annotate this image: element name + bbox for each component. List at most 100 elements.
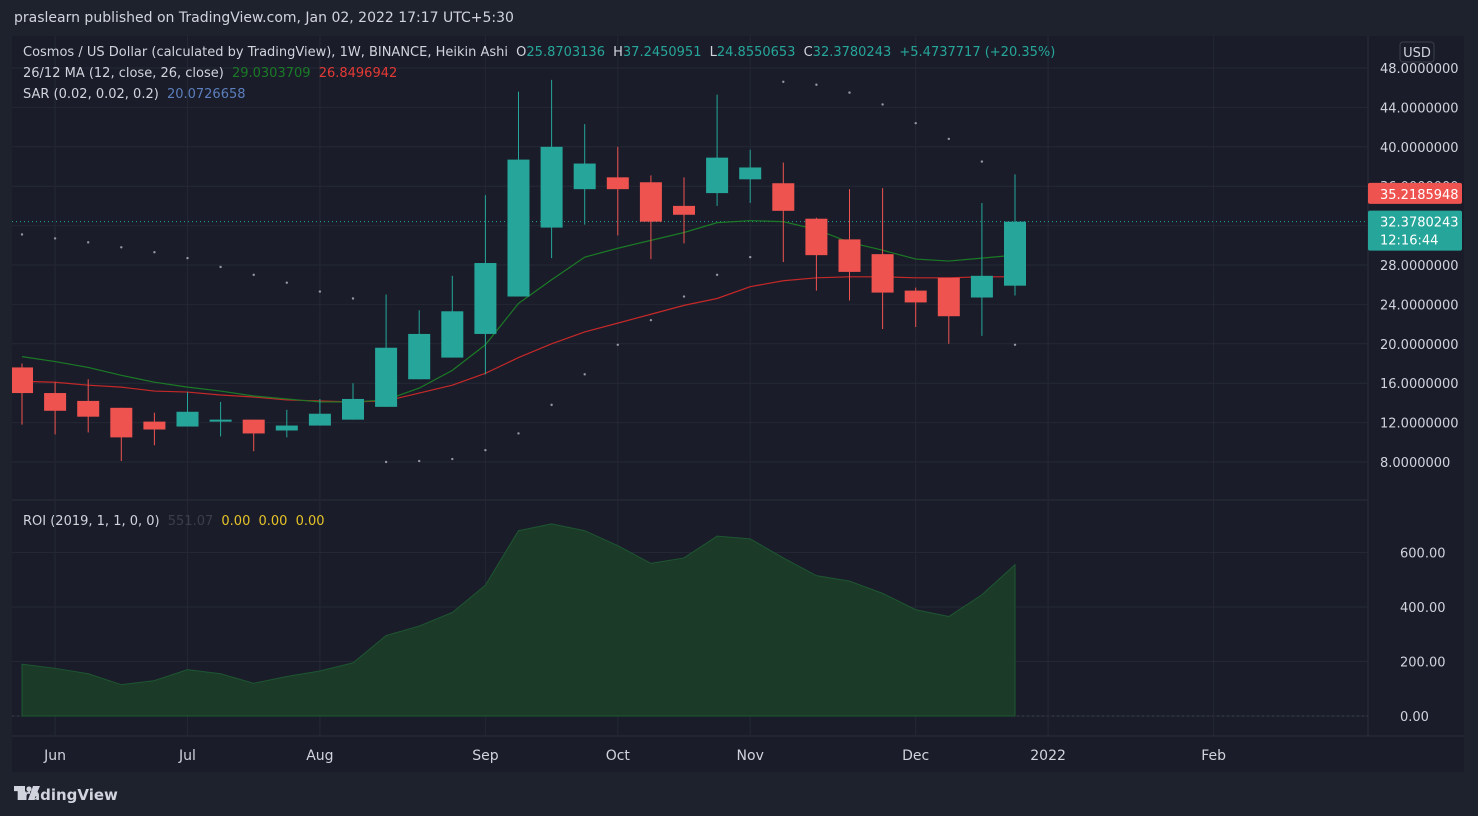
roi-label: ROI (2019, 1, 1, 0, 0) bbox=[23, 514, 160, 529]
sar-dot bbox=[980, 160, 984, 163]
candle-body bbox=[507, 159, 530, 297]
candle-up bbox=[209, 401, 232, 437]
candle-body bbox=[77, 400, 100, 417]
candle-down bbox=[871, 188, 894, 330]
price-badge-upper-text: 35.2185948 bbox=[1380, 188, 1459, 203]
sar-label: SAR (0.02, 0.02, 0.2) bbox=[23, 87, 159, 102]
ma-slow-value: 26.8496942 bbox=[318, 66, 398, 81]
candle-up bbox=[441, 275, 464, 358]
x-tick-label: 2022 bbox=[1030, 748, 1066, 764]
roi-y-tick-label: 600.00 bbox=[1400, 547, 1446, 562]
candle-up bbox=[573, 124, 596, 225]
candle-body bbox=[308, 413, 331, 426]
x-tick-label: Dec bbox=[902, 748, 929, 764]
ohlc-low: L24.8550653 bbox=[710, 45, 796, 60]
candle-up bbox=[970, 202, 993, 336]
sar-dot bbox=[947, 137, 950, 141]
currency-box[interactable] bbox=[1399, 41, 1435, 63]
sar-dot bbox=[53, 237, 57, 240]
candle-up bbox=[408, 310, 431, 380]
candle-down bbox=[772, 162, 795, 263]
candle-down bbox=[110, 407, 133, 462]
candle-down bbox=[937, 277, 960, 344]
sar-dot bbox=[318, 290, 322, 293]
x-tick-label: Nov bbox=[737, 748, 764, 764]
sar-dot bbox=[285, 281, 288, 284]
candle-down bbox=[77, 379, 100, 433]
candle-body bbox=[275, 425, 298, 431]
candle-down bbox=[904, 287, 927, 328]
change-value: +5.4737717 (+20.35%) bbox=[899, 45, 1056, 60]
sar-dot bbox=[484, 448, 487, 452]
candle-body bbox=[573, 163, 596, 190]
x-tick-label: Feb bbox=[1201, 748, 1226, 764]
l-value: 24.8550653 bbox=[716, 45, 796, 60]
candle-body bbox=[673, 205, 695, 215]
ohlc-high: H37.2450951 bbox=[613, 45, 701, 60]
candle-down bbox=[639, 175, 662, 260]
candle-body bbox=[44, 393, 67, 411]
roi-area bbox=[21, 523, 1016, 717]
sar-dot bbox=[649, 318, 653, 322]
sar-dot bbox=[616, 343, 619, 346]
candle-body bbox=[474, 263, 497, 334]
x-tick-label: Aug bbox=[306, 748, 333, 764]
price-badge-last bbox=[1368, 210, 1462, 251]
candle-down bbox=[673, 177, 695, 244]
candle-body bbox=[739, 167, 762, 180]
candle-body bbox=[408, 333, 431, 380]
y-tick-label: 8.0000000 bbox=[1380, 456, 1450, 471]
chart-svg[interactable]: 8.0000000 12.0000000 16.0000000 20.0000000 2… bbox=[12, 36, 1464, 772]
candle-down bbox=[606, 146, 629, 236]
sar-dot bbox=[815, 83, 818, 86]
countdown-text: 12:16:44 bbox=[1380, 234, 1438, 249]
x-tick-label: Oct bbox=[606, 748, 631, 764]
sar-dot bbox=[715, 273, 719, 277]
candle-down bbox=[242, 419, 265, 452]
symbol-label: Cosmos / US Dollar (calculated by Tradin… bbox=[23, 45, 509, 60]
candle-down bbox=[143, 412, 166, 446]
candle-body bbox=[540, 146, 563, 228]
candle-up bbox=[706, 94, 729, 206]
sar-legend: SAR (0.02, 0.02, 0.2) 20.0726658 bbox=[23, 87, 250, 102]
candle-body bbox=[937, 277, 960, 317]
sar-dot bbox=[186, 256, 189, 260]
ma-fast-value: 29.0303709 bbox=[231, 66, 311, 81]
sar-dot bbox=[20, 233, 24, 236]
sar-dot bbox=[583, 373, 586, 376]
roi-y-tick-label: 0.00 bbox=[1400, 710, 1429, 725]
candle-body bbox=[639, 182, 662, 222]
roi-value-1: 551.07 bbox=[167, 514, 214, 529]
candle-body bbox=[904, 290, 927, 303]
candle-body bbox=[871, 254, 894, 293]
candle-body bbox=[805, 218, 828, 256]
o-label: O bbox=[516, 45, 527, 60]
candle-body bbox=[242, 419, 265, 434]
x-tick-label: Jun bbox=[43, 748, 66, 764]
sar-dot bbox=[120, 246, 123, 249]
candle-up bbox=[275, 409, 298, 438]
currency-label: USD bbox=[1403, 46, 1431, 61]
sar-dot bbox=[219, 265, 222, 269]
sar-dot bbox=[418, 459, 421, 463]
chart-frame[interactable]: 8.0000000 12.0000000 16.0000000 20.0000000 2… bbox=[12, 36, 1464, 772]
main-legend: Cosmos / US Dollar (calculated by Tradin… bbox=[23, 45, 1059, 60]
y-tick-label: 28.0000000 bbox=[1380, 259, 1459, 274]
candle-body bbox=[706, 157, 729, 194]
y-tick-label: 24.0000000 bbox=[1380, 298, 1459, 313]
candle-up bbox=[1004, 174, 1026, 296]
sar-dot bbox=[914, 121, 917, 125]
sar-dot bbox=[153, 250, 156, 254]
sar-dot bbox=[749, 255, 752, 259]
footer-brand[interactable]: TradingView bbox=[14, 786, 118, 804]
y-tick-label: 44.0000000 bbox=[1380, 101, 1459, 116]
candle-up bbox=[176, 392, 199, 427]
sar-dot bbox=[87, 241, 90, 244]
sar-dot bbox=[1013, 343, 1017, 346]
o-value: 25.8703136 bbox=[526, 45, 605, 60]
sar-dot bbox=[848, 91, 851, 94]
ma-label: 26/12 MA (12, close, 26, close) bbox=[23, 66, 224, 81]
candle-body bbox=[12, 367, 33, 394]
candle-up bbox=[540, 79, 563, 259]
candle-down bbox=[12, 363, 33, 425]
